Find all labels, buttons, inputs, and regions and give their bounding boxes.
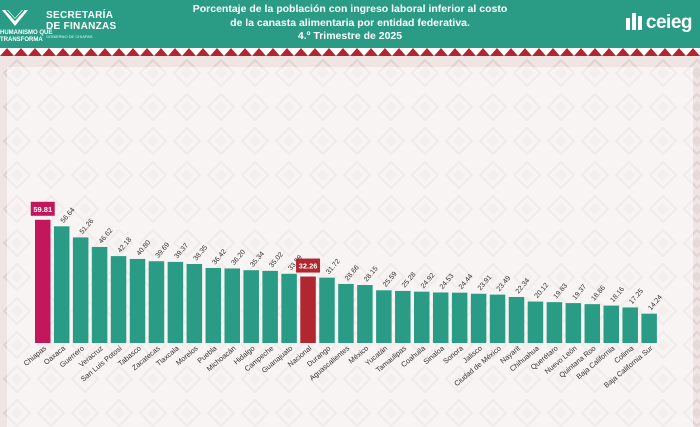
logo-text-line-2: DE FINANZAS bbox=[46, 21, 117, 32]
bar-campeche bbox=[262, 270, 278, 343]
value-highlight-box-chiapas bbox=[30, 201, 55, 216]
logo-subtext: GOBIERNO DE CHIAPAS bbox=[46, 34, 93, 39]
value-label-tlaxcala: 39.37 bbox=[174, 242, 191, 260]
bar-yucatan bbox=[376, 290, 392, 343]
value-label-sinaloa: 24.53 bbox=[439, 273, 456, 291]
value-label-aguascalientes: 28.66 bbox=[344, 264, 361, 282]
value-label-jalisco: 23.91 bbox=[477, 274, 494, 292]
header-banner: HUMANISMO QUE TRANSFORMA SECRETARÍA DE F… bbox=[0, 0, 700, 48]
ceieg-logo: ceieg bbox=[625, 12, 693, 34]
value-label-baja-california: 18.16 bbox=[609, 286, 626, 304]
bar-zacatecas bbox=[148, 261, 165, 343]
bar-ciudad-de-mexico bbox=[489, 294, 506, 343]
bar-hidalgo bbox=[243, 270, 259, 343]
bar-veracruz bbox=[91, 246, 108, 343]
value-label-chihuahua: 20.12 bbox=[534, 282, 551, 300]
bar-mexico bbox=[357, 285, 373, 343]
value-label-nuevo-leon: 19.37 bbox=[572, 283, 589, 301]
bar-nacional bbox=[300, 276, 316, 343]
value-label-zacatecas: 39.69 bbox=[155, 242, 172, 260]
bar-michoacan bbox=[224, 268, 240, 343]
bar-chihuahua bbox=[527, 301, 544, 343]
value-label-quintana-roo: 18.86 bbox=[590, 284, 607, 302]
bar-nuevo-leon bbox=[565, 303, 582, 343]
bar-sinaloa bbox=[432, 292, 449, 343]
value-label-guerrero: 51.26 bbox=[79, 218, 96, 236]
bar-baja-california bbox=[603, 305, 619, 343]
value-label-chiapas: 59.81 bbox=[33, 205, 52, 214]
value-label-puebla: 36.42 bbox=[211, 248, 228, 266]
value-label-baja-california-sur: 14.24 bbox=[647, 294, 664, 312]
value-label-colima: 17.25 bbox=[628, 288, 645, 306]
value-label-nayarit: 22.34 bbox=[515, 277, 532, 295]
value-label-tamaulipas: 25.28 bbox=[401, 271, 418, 289]
bar-aguascalientes bbox=[338, 283, 354, 343]
bar-san-luis-potosi bbox=[110, 256, 127, 343]
title-line-3: 4.º Trimestre de 2025 bbox=[297, 30, 403, 42]
category-label-sonora: Sonora bbox=[441, 343, 466, 366]
bar-oaxaca bbox=[53, 226, 70, 343]
value-label-oaxaca: 56.64 bbox=[60, 207, 77, 225]
bar-guanajuato bbox=[281, 273, 297, 343]
slogan-line-2: TRANSFORMA bbox=[0, 37, 43, 43]
decorative-ribbon bbox=[0, 48, 700, 56]
bar-guerrero bbox=[72, 237, 89, 343]
value-label-michoacan: 36.20 bbox=[230, 249, 247, 267]
secretaria-finanzas-logo: HUMANISMO QUE TRANSFORMA SECRETARÍA DE F… bbox=[0, 6, 120, 44]
bar-tlaxcala bbox=[167, 261, 184, 343]
value-label-queretaro: 19.83 bbox=[553, 282, 570, 300]
bar-sonora bbox=[451, 292, 468, 343]
building-icon bbox=[625, 13, 642, 30]
value-label-durango: 31.72 bbox=[325, 258, 342, 276]
value-label-yucatan: 25.59 bbox=[382, 271, 399, 289]
bar-morelos bbox=[186, 263, 203, 343]
value-label-hidalgo: 35.34 bbox=[249, 250, 266, 268]
value-label-nacional: 32.26 bbox=[299, 262, 318, 271]
bar-baja-california-sur bbox=[641, 313, 657, 343]
ceieg-logo-text: ceieg bbox=[645, 12, 693, 33]
bar-puebla bbox=[205, 267, 222, 343]
chart-panel bbox=[7, 67, 693, 427]
value-label-sonora: 24.44 bbox=[458, 273, 475, 291]
slogan-line-1: HUMANISMO QUE bbox=[0, 30, 53, 36]
value-label-mexico: 28.15 bbox=[363, 265, 380, 283]
value-label-veracruz: 46.62 bbox=[98, 227, 115, 245]
bar-tabasco bbox=[129, 258, 146, 343]
value-label-ciudad-de-mexico: 23.49 bbox=[496, 275, 513, 293]
logo-text-line-1: SECRETARÍA bbox=[46, 10, 114, 21]
bar-coahuila bbox=[414, 291, 430, 343]
chart-title: Porcentaje de la población con ingreso l… bbox=[150, 3, 550, 44]
bar-nayarit bbox=[508, 296, 525, 343]
bar-queretaro bbox=[546, 302, 563, 343]
humanismo-logo-icon bbox=[2, 9, 28, 26]
category-label-morelos: Morelos bbox=[174, 343, 200, 367]
value-label-coahuila: 24.92 bbox=[420, 272, 437, 290]
bar-quintana-roo bbox=[584, 304, 601, 343]
bar-chiapas bbox=[35, 219, 51, 343]
title-line-1: Porcentaje de la población con ingreso l… bbox=[192, 3, 508, 15]
bar-durango bbox=[319, 277, 335, 343]
value-label-campeche: 35.02 bbox=[268, 251, 285, 269]
value-label-san-luis-potosi: 42.18 bbox=[117, 236, 134, 254]
value-label-morelos: 38.35 bbox=[193, 244, 210, 262]
category-label-sinaloa: Sinaloa bbox=[422, 343, 447, 366]
value-highlight-box-nacional bbox=[296, 258, 321, 273]
bar-tamaulipas bbox=[395, 290, 411, 343]
bar-jalisco bbox=[470, 293, 487, 343]
value-label-tabasco: 40.80 bbox=[136, 239, 153, 257]
bar-colima bbox=[622, 307, 638, 343]
title-line-2: de la canasta alimentaria por entidad fe… bbox=[230, 16, 470, 29]
